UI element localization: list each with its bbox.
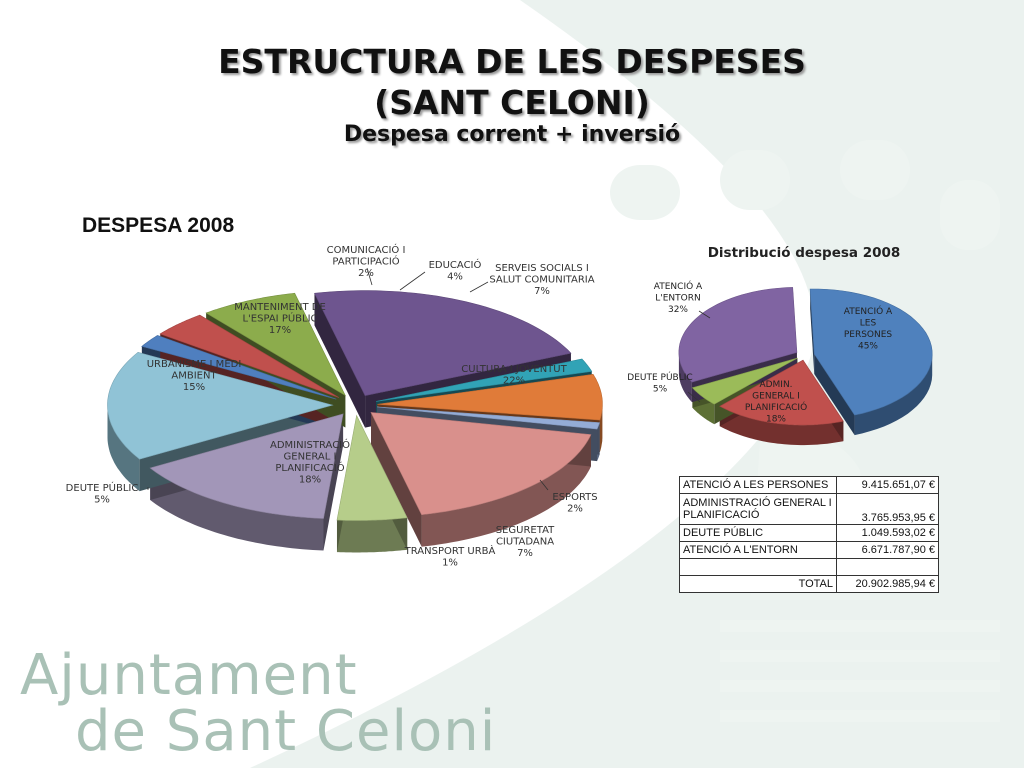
table-cell-label: DEUTE PÚBLIC bbox=[679, 524, 837, 542]
table-cell-value: 1.049.593,02 € bbox=[836, 524, 939, 542]
pie-slice-educaci- bbox=[159, 314, 340, 398]
slice-label: CULTURA I JOVENTUT 22% bbox=[461, 364, 567, 387]
slice-label: EDUCACIÓ 4% bbox=[429, 258, 482, 283]
slice-label: URBANISME I MEDI AMBIENT 15% bbox=[147, 359, 242, 393]
table-cell-value bbox=[836, 558, 939, 576]
pie-slice-seguretat-ciutadana bbox=[377, 373, 603, 421]
pie-slice-deute-p-blic bbox=[336, 414, 408, 521]
pie-slice-side bbox=[107, 403, 140, 492]
pie-slice-esports bbox=[376, 358, 593, 402]
table-row: ATENCIÓ A LES PERSONES 9.415.651,07 € bbox=[679, 476, 939, 494]
pie-slice-wall bbox=[323, 413, 344, 551]
pie-slice-admin-general-i-planificaci- bbox=[719, 359, 844, 426]
slice-label: COMUNICACIÓ I PARTICIPACIÓ 2% bbox=[327, 243, 406, 279]
pie-slice-atenci-a-les-persones bbox=[809, 288, 933, 416]
pie-slice-side bbox=[719, 406, 844, 446]
slice-label: ATENCIÓ A LES PERSONES 45% bbox=[844, 305, 893, 352]
slice-label: MANTENIMENT DE L'ESPAI PÚBLIC 17% bbox=[234, 302, 326, 336]
pie-slice-serveis-socials-i-salut-comunitaria bbox=[205, 292, 347, 397]
logo-line2: de Sant Celoni bbox=[75, 699, 497, 764]
pie-slice-side bbox=[421, 434, 591, 547]
table-cell-label: ADMINISTRACIÓ GENERAL I PLANIFICACIÓ bbox=[679, 493, 837, 525]
table-total-label: TOTAL bbox=[679, 575, 837, 593]
pie-slice-deute-p-blic bbox=[691, 357, 798, 405]
pie-slice-atenci-a-l-entorn bbox=[678, 287, 798, 383]
table-row bbox=[679, 558, 939, 576]
table-cell-value: 9.415.651,07 € bbox=[836, 476, 939, 494]
pie-slice-manteniment-de-l-espai-p-blic bbox=[107, 351, 334, 460]
slice-label: ESPORTS 2% bbox=[552, 492, 597, 515]
section-label: DESPESA 2008 bbox=[82, 214, 235, 237]
expense-table: ATENCIÓ A LES PERSONES 9.415.651,07 € ADM… bbox=[679, 476, 939, 593]
leader-line bbox=[698, 310, 711, 319]
pie-slice-transport-urb- bbox=[377, 406, 601, 430]
slice-label: SEGURETAT CIUTADANA 7% bbox=[496, 525, 555, 559]
table-row: DEUTE PÚBLIC 1.049.593,02 € bbox=[679, 524, 939, 542]
table-cell-label bbox=[679, 558, 837, 576]
slice-label: DEUTE PÚBLIC 5% bbox=[66, 481, 139, 506]
slice-label: ADMINISTRACIÓ GENERAL I PLANIFICACIÓ 18% bbox=[270, 438, 350, 486]
pie-slice-side bbox=[337, 517, 408, 553]
slice-label: TRANSPORT URBÀ 1% bbox=[404, 544, 496, 569]
slice-label: ATENCIÓ A L'ENTORN 32% bbox=[654, 280, 703, 315]
slice-label: SERVEIS SOCIALS I SALUT COMUNITARIA 7% bbox=[489, 263, 594, 297]
pie-slice-cultura-i-joventut bbox=[314, 290, 572, 396]
leader-line bbox=[366, 267, 373, 286]
table-cell-label: ATENCIÓ A LES PERSONES bbox=[679, 476, 837, 494]
table-total-row: TOTAL 20.902.985,94 € bbox=[679, 575, 939, 593]
slice-label: DEUTE PÚBLIC 5% bbox=[627, 371, 692, 395]
pie-slice-wall bbox=[814, 354, 855, 436]
page-subtitle: Despesa corrent + inversió bbox=[343, 122, 681, 147]
slice-label: ADMIN. GENERAL I PLANIFICACIÓ 18% bbox=[745, 380, 807, 425]
table-total-value: 20.902.985,94 € bbox=[836, 575, 939, 593]
leader-line bbox=[687, 391, 701, 403]
pie-slice-wall bbox=[314, 293, 366, 428]
pie-slice-administraci-general-i-planificaci- bbox=[370, 412, 592, 516]
table-cell-label: ATENCIÓ A L'ENTORN bbox=[679, 541, 837, 559]
chart2-title: Distribució despesa 2008 bbox=[708, 245, 901, 261]
pie-slice-side bbox=[854, 355, 933, 436]
pie-slice-side bbox=[678, 353, 692, 403]
pie-slice-urbanisme-i-medi-ambient bbox=[149, 413, 344, 519]
table-cell-value: 3.765.953,95 € bbox=[836, 493, 939, 525]
pie-slice-side bbox=[599, 402, 603, 452]
page-title-line1: ESTRUCTURA DE LES DESPESES bbox=[218, 42, 806, 81]
pie-slice-wall bbox=[371, 412, 422, 547]
pie-slice-comunicaci-i-participaci- bbox=[140, 335, 337, 400]
table-row: ATENCIÓ A L'ENTORN 6.671.787,90 € bbox=[679, 541, 939, 559]
table-row: ADMINISTRACIÓ GENERAL I PLANIFICACIÓ 3.76… bbox=[679, 493, 939, 525]
leader-line bbox=[399, 271, 426, 291]
table-cell-value: 6.671.787,90 € bbox=[836, 541, 939, 559]
leader-line bbox=[539, 479, 549, 491]
pie-slice-side bbox=[150, 468, 324, 551]
leader-line bbox=[469, 281, 489, 293]
logo-line1: Ajuntament bbox=[20, 643, 358, 708]
page-title-line2: (SANT CELONI) bbox=[374, 83, 650, 122]
ajuntament-logo: Ajuntament de Sant Celoni bbox=[20, 648, 496, 760]
